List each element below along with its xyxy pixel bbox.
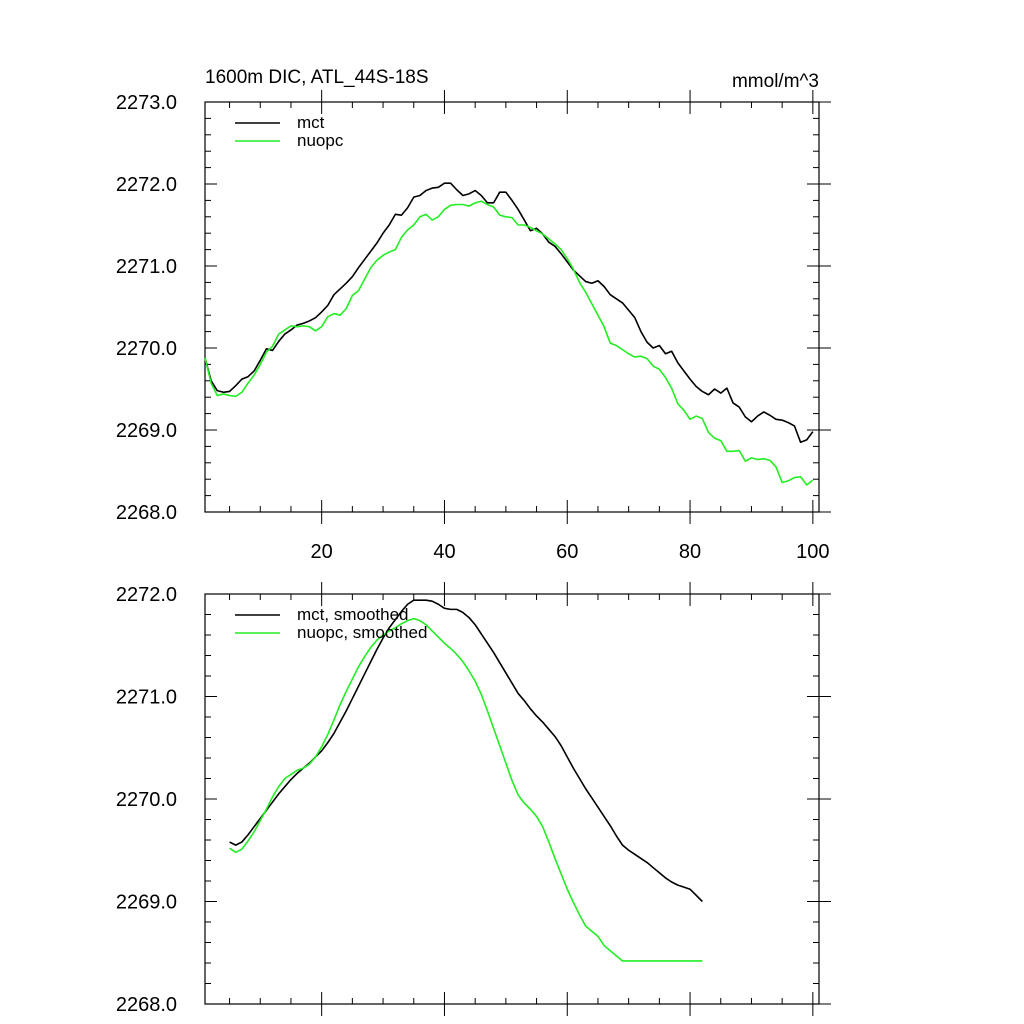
bottom-chart-ticks: 2268.0 2269.0 2270.0 2271.0 2272.0	[116, 582, 831, 1016]
y-tick-label: 2270.0	[116, 338, 177, 360]
top-chart-lines	[204, 182, 814, 486]
legend-label: nuopc	[297, 131, 344, 150]
y-tick-label: 2269.0	[116, 420, 177, 442]
y-tick-label: 2273.0	[116, 92, 177, 114]
series-line-mct	[204, 182, 814, 444]
legend-label: mct	[297, 113, 325, 132]
x-tick-label: 100	[796, 541, 829, 563]
series-line-nuopc	[204, 200, 814, 486]
y-tick-label: 2271.0	[116, 256, 177, 278]
units-label: mmol/m^3	[732, 71, 819, 92]
legend-label: mct, smoothed	[297, 605, 409, 624]
x-tick-label: 60	[556, 541, 578, 563]
x-tick-label: 40	[433, 541, 455, 563]
bottom-chart-panel: 2268.0 2269.0 2270.0 2271.0 2272.0 mct, smoo…	[116, 582, 831, 1016]
bottom-chart-lines	[229, 599, 703, 962]
chart-title: 1600m DIC, ATL_44S-18S	[205, 67, 429, 88]
series-line-nuopc-smoothed	[229, 617, 703, 962]
y-tick-label: 2270.0	[116, 789, 177, 811]
top-chart-panel: 1600m DIC, ATL_44S-18S mmol/m^3 20 40 60 80…	[116, 67, 831, 563]
x-tick-label: 20	[311, 541, 333, 563]
series-line-mct-smoothed	[229, 599, 703, 903]
bottom-chart-frame	[204, 593, 820, 1005]
y-tick-label: 2271.0	[116, 687, 177, 709]
y-tick-label: 2268.0	[116, 994, 177, 1016]
legend-label: nuopc, smoothed	[297, 623, 427, 642]
x-tick-label: 80	[679, 541, 701, 563]
y-tick-label: 2272.0	[116, 174, 177, 196]
top-chart-frame	[204, 101, 820, 513]
y-tick-label: 2269.0	[116, 892, 177, 914]
y-tick-label: 2272.0	[116, 584, 177, 606]
y-tick-label: 2268.0	[116, 502, 177, 524]
top-chart-ticks: 20 40 60 80 100 2268.0 2269.0 2270.0 2271.0 2272.…	[116, 90, 831, 563]
